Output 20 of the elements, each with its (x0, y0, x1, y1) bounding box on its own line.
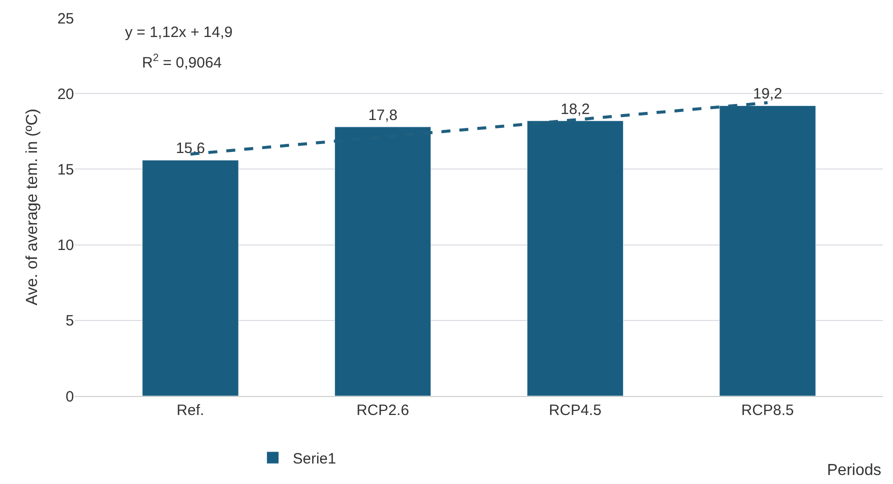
data-label: 15,6 (176, 140, 206, 158)
x-axis-title: Periods (827, 462, 882, 479)
data-label: 19,2 (752, 86, 782, 103)
y-axis-title: Ave. of average tem. in (ºC) (24, 108, 42, 306)
y-tick-label: 5 (66, 312, 74, 330)
annotation: y = 1,12x + 14,9 (125, 24, 233, 41)
data-label: 17,8 (368, 106, 398, 124)
x-tick-label: RCP2.6 (356, 402, 410, 419)
annotation: R$^{2}$ = 0,9064 (142, 52, 222, 72)
bar (142, 160, 239, 396)
x-tick-label: RCP8.5 (741, 402, 794, 419)
y-tick-label: 20 (57, 86, 74, 103)
x-tick-label: RCP4.5 (548, 402, 602, 419)
y-tick-label: 0 (66, 388, 74, 406)
x-tick-label: Ref. (176, 402, 204, 419)
y-tick-label: 10 (57, 237, 74, 254)
data-label: 18,2 (560, 100, 590, 118)
y-tick-label: 25 (57, 10, 74, 28)
legend-label: Serie1 (292, 450, 336, 468)
y-tick-label: 15 (57, 161, 74, 178)
